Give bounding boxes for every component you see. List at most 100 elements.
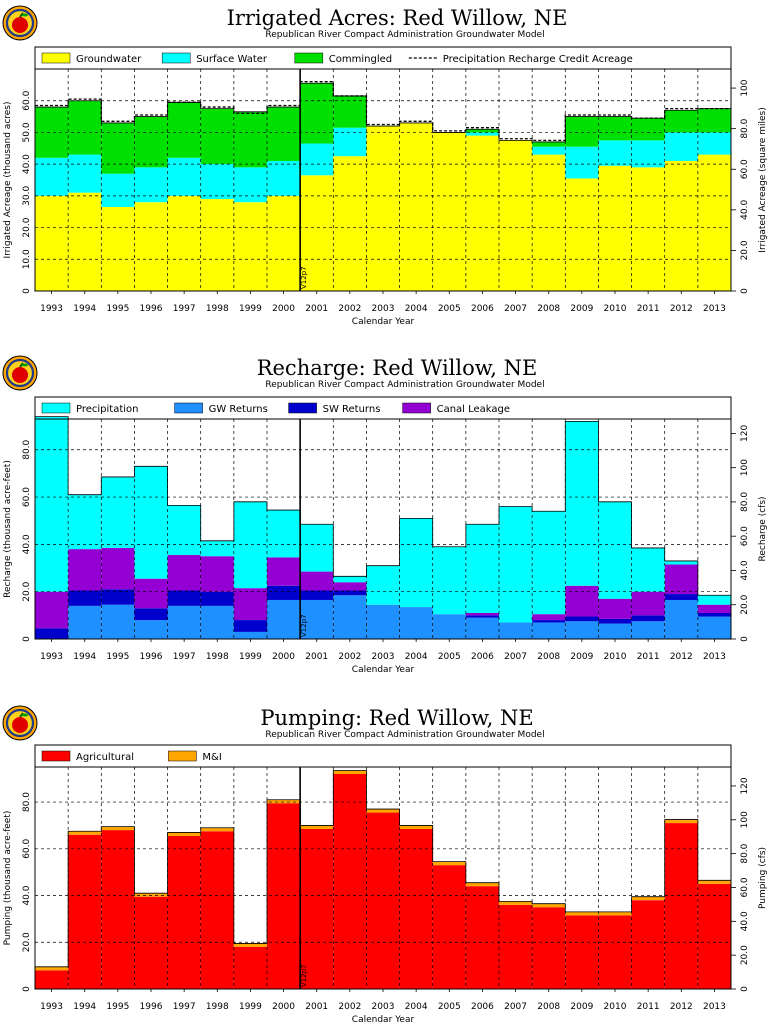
bar-segment-gw-returns-1999 bbox=[233, 631, 267, 639]
bar-segment-m-i-2001 bbox=[300, 825, 334, 829]
x-axis-label: Calendar Year bbox=[352, 1015, 415, 1024]
bar-segment-sw-returns-2006 bbox=[465, 615, 499, 618]
bar-segment-canal-leakage-2006 bbox=[465, 612, 499, 616]
bar-segment-precipitation-1996 bbox=[134, 466, 168, 579]
y2-tick-label: 40.0 bbox=[740, 911, 750, 931]
bar-segment-surface-water-2001 bbox=[300, 143, 334, 176]
x-tick-label: 1997 bbox=[173, 304, 196, 314]
bar-segment-precipitation-2007 bbox=[499, 506, 533, 623]
bar-segment-precipitation-2000 bbox=[267, 510, 301, 558]
bar-segment-surface-water-1999 bbox=[233, 167, 267, 203]
x-tick-label: 2013 bbox=[703, 1002, 726, 1012]
x-tick-label: 2009 bbox=[570, 1002, 593, 1012]
legend: Groundwater Surface Water Commingled Precip… bbox=[41, 52, 633, 65]
x-tick-label: 2010 bbox=[604, 652, 627, 662]
legend-label-precipitation: Precipitation bbox=[76, 404, 139, 415]
bar-segment-commingled-1998 bbox=[200, 108, 234, 165]
y-axis-label: Recharge (thousand acre-feet) bbox=[3, 460, 13, 598]
x-tick-label: 2005 bbox=[438, 1002, 461, 1012]
bar-segment-precipitation-1994 bbox=[68, 494, 102, 550]
grid-layer bbox=[35, 69, 731, 291]
bar-segment-m-i-2012 bbox=[664, 819, 698, 824]
y2-axis-label: Pumping (cfs) bbox=[758, 847, 768, 909]
x-tick-label: 2006 bbox=[471, 652, 494, 662]
logo-apple-leaf bbox=[22, 713, 28, 717]
bar-segment-precipitation-2002 bbox=[333, 576, 367, 583]
y-tick-label: 0 bbox=[22, 636, 32, 642]
x-tick-label: 2003 bbox=[372, 1002, 395, 1012]
y-tick-label: 40.0 bbox=[22, 885, 32, 905]
y-tick-labels-left: 0 10.0 20.0 30.0 40.0 50.0 60.0 bbox=[22, 90, 32, 293]
bar-segment-agricultural-2001 bbox=[300, 828, 334, 989]
y2-axis-label: Recharge (cfs) bbox=[758, 496, 768, 561]
y2-tick-label: 20.0 bbox=[740, 945, 750, 965]
y2-tick-label: 60.0 bbox=[740, 877, 750, 897]
bar-segment-precipitation-1993 bbox=[35, 416, 69, 592]
bar-segment-m-i-2010 bbox=[598, 911, 632, 916]
x-tick-label: 2006 bbox=[471, 1002, 494, 1012]
chart-subtitle: Republican River Compact Administration … bbox=[265, 730, 544, 740]
bar-segment-precipitation-2004 bbox=[399, 518, 433, 608]
bar-segment-sw-returns-2012 bbox=[664, 594, 698, 600]
y-axis-label: Pumping (thousand acre-feet) bbox=[3, 811, 13, 946]
model-version-label: V12p7 bbox=[300, 614, 308, 637]
legend-swatch-m-i bbox=[168, 750, 197, 762]
x-tick-label: 1996 bbox=[140, 1002, 163, 1012]
x-tick-label: 1999 bbox=[239, 1002, 262, 1012]
x-tick-label: 2007 bbox=[504, 652, 527, 662]
bar-segment-groundwater-2008 bbox=[532, 154, 566, 291]
x-tick-label: 2010 bbox=[604, 1002, 627, 1012]
bar-segment-precipitation-1999 bbox=[233, 501, 267, 589]
y-tick-label: 60.0 bbox=[22, 487, 32, 507]
bar-segment-precipitation-2011 bbox=[631, 547, 665, 592]
bar-segment-m-i-2006 bbox=[465, 882, 499, 887]
bar-segment-groundwater-2001 bbox=[300, 175, 334, 291]
bar-segment-commingled-2000 bbox=[267, 107, 301, 161]
x-tick-label: 2008 bbox=[537, 304, 560, 314]
bar-segment-precipitation-2012 bbox=[664, 560, 698, 565]
logo-apple bbox=[12, 367, 28, 383]
bar-segment-m-i-2000 bbox=[267, 799, 301, 804]
bar-segment-groundwater-2004 bbox=[399, 122, 433, 292]
bar-segment-groundwater-1994 bbox=[68, 192, 102, 291]
bar-segment-groundwater-2002 bbox=[333, 156, 367, 291]
bar-segment-surface-water-1997 bbox=[167, 157, 201, 196]
bar-segment-sw-returns-2002 bbox=[333, 590, 367, 596]
bar-segment-canal-leakage-2008 bbox=[532, 614, 566, 621]
bar-segment-agricultural-2004 bbox=[399, 828, 433, 989]
x-tick-label: 2000 bbox=[272, 304, 295, 314]
bar-segment-canal-leakage-2013 bbox=[697, 604, 731, 613]
bar-segment-sw-returns-2010 bbox=[598, 618, 632, 624]
bar-layer bbox=[34, 416, 732, 639]
legend-label-gw-returns: GW Returns bbox=[209, 404, 268, 415]
legend-label-canal-leakage: Canal Leakage bbox=[437, 404, 510, 415]
x-tick-label: 2012 bbox=[670, 652, 693, 662]
x-tick-label: 2007 bbox=[504, 1002, 527, 1012]
bar-segment-precipitation-2001 bbox=[300, 524, 334, 572]
precipitation-recharge-credit-line bbox=[35, 81, 731, 142]
bar-segment-groundwater-1995 bbox=[101, 206, 135, 291]
bar-segment-groundwater-2006 bbox=[465, 135, 499, 291]
x-tick-label: 2009 bbox=[570, 304, 593, 314]
y-axis-label: Irrigated Acreage (thousand acres) bbox=[3, 101, 13, 258]
bar-segment-m-i-2007 bbox=[499, 901, 533, 905]
y2-tick-label: 40.0 bbox=[740, 200, 750, 220]
bar-segment-agricultural-2012 bbox=[664, 823, 698, 989]
bar-segment-canal-leakage-2011 bbox=[631, 591, 665, 616]
bar-segment-m-i-1999 bbox=[233, 943, 267, 947]
bar-segment-commingled-2013 bbox=[697, 108, 731, 133]
x-tick-label: 1993 bbox=[40, 1002, 63, 1012]
x-tick-label: 1998 bbox=[206, 652, 229, 662]
bar-segment-commingled-2010 bbox=[598, 116, 632, 141]
bar-segment-sw-returns-2011 bbox=[631, 615, 665, 622]
bar-segment-agricultural-2006 bbox=[465, 886, 499, 989]
y-tick-labels-right: 0 20.0 40.0 60.0 80.0 100 120 bbox=[731, 425, 750, 642]
bar-segment-precipitation-2009 bbox=[565, 421, 599, 586]
bar-segment-sw-returns-2013 bbox=[697, 612, 731, 617]
x-tick-label: 2011 bbox=[637, 652, 660, 662]
x-tick-label: 2004 bbox=[405, 652, 428, 662]
x-tick-label: 1993 bbox=[40, 304, 63, 314]
x-tick-label: 1997 bbox=[173, 652, 196, 662]
chart-panel-1: Irrigated Acres: Red Willow, NERepublica… bbox=[2, 5, 768, 327]
